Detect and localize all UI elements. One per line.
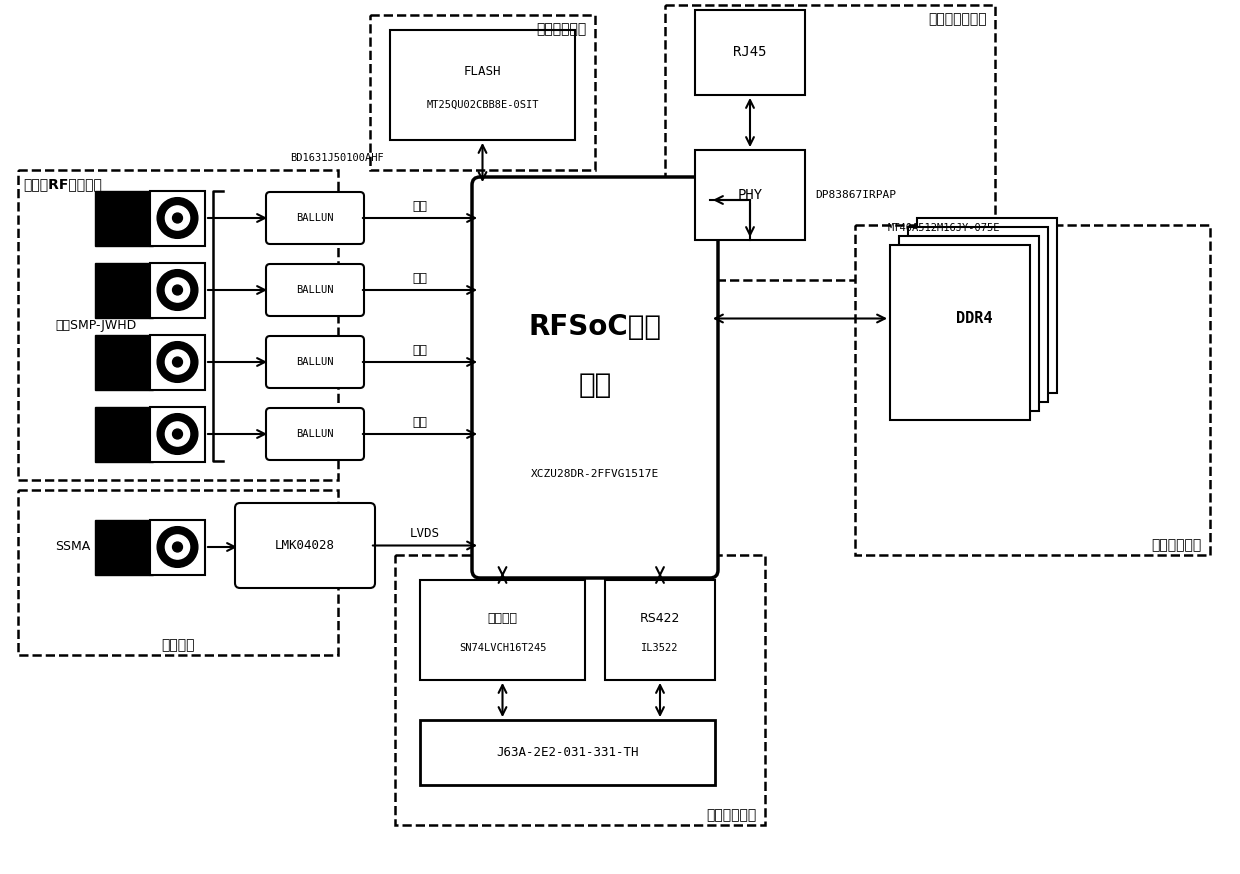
- FancyBboxPatch shape: [267, 264, 365, 316]
- Circle shape: [165, 278, 190, 302]
- Text: 程序加载单元: 程序加载单元: [537, 22, 587, 36]
- Text: 「射频RF转换单元: 「射频RF转换单元: [24, 177, 102, 191]
- Text: 电平转换: 电平转换: [487, 612, 517, 625]
- Text: LMK04028: LMK04028: [275, 539, 335, 552]
- Text: DDR4: DDR4: [956, 311, 992, 326]
- Text: BALLUN: BALLUN: [296, 213, 334, 223]
- Bar: [150, 335, 205, 390]
- Circle shape: [172, 285, 182, 295]
- Text: BALLUN: BALLUN: [296, 285, 334, 295]
- Bar: [19, 170, 339, 480]
- Text: BD1631J50100AHF: BD1631J50100AHF: [290, 153, 383, 163]
- Bar: [694, 10, 805, 95]
- Text: 时钒单元: 时钒单元: [161, 638, 195, 652]
- Bar: [918, 218, 1056, 393]
- Bar: [391, 30, 575, 140]
- Circle shape: [157, 198, 198, 239]
- Text: BALLUN: BALLUN: [296, 357, 334, 367]
- Text: XCZU28DR-2FFVG1517E: XCZU28DR-2FFVG1517E: [531, 468, 660, 479]
- Text: SN74LVCH16T245: SN74LVCH16T245: [459, 643, 547, 653]
- Circle shape: [157, 413, 198, 454]
- FancyBboxPatch shape: [267, 336, 365, 388]
- Bar: [19, 490, 339, 655]
- Bar: [95, 407, 153, 462]
- Bar: [665, 5, 994, 280]
- Text: J63A-2E2-031-331-TH: J63A-2E2-031-331-TH: [496, 746, 639, 759]
- Circle shape: [172, 357, 182, 367]
- FancyBboxPatch shape: [267, 192, 365, 244]
- FancyBboxPatch shape: [472, 177, 718, 578]
- Text: LVDS: LVDS: [410, 527, 440, 540]
- Bar: [150, 191, 205, 246]
- Text: BALLUN: BALLUN: [296, 429, 334, 439]
- Text: RJ45: RJ45: [733, 45, 766, 59]
- Text: 差分: 差分: [413, 199, 428, 212]
- Bar: [95, 335, 153, 390]
- Bar: [605, 580, 715, 680]
- Bar: [908, 227, 1048, 402]
- Bar: [856, 225, 1210, 555]
- Circle shape: [172, 542, 182, 552]
- Bar: [150, 407, 205, 462]
- Circle shape: [172, 213, 182, 223]
- Bar: [150, 520, 205, 575]
- Bar: [694, 150, 805, 240]
- Circle shape: [157, 527, 198, 567]
- Text: 内部缓存单元: 内部缓存单元: [1152, 538, 1202, 552]
- Text: 以太网接口单元: 以太网接口单元: [929, 12, 987, 26]
- Bar: [396, 555, 765, 825]
- Text: MT25QU02CBB8E-0SIT: MT25QU02CBB8E-0SIT: [427, 100, 538, 110]
- Text: 差分: 差分: [413, 415, 428, 428]
- FancyBboxPatch shape: [267, 408, 365, 460]
- Bar: [95, 191, 153, 246]
- Text: 差分: 差分: [413, 343, 428, 357]
- Bar: [420, 580, 585, 680]
- Circle shape: [165, 350, 190, 374]
- Circle shape: [165, 535, 190, 559]
- FancyBboxPatch shape: [236, 503, 374, 588]
- Text: SSMA: SSMA: [55, 540, 91, 553]
- Bar: [370, 15, 595, 170]
- Circle shape: [165, 206, 190, 230]
- Text: 差分: 差分: [413, 272, 428, 285]
- Text: IL3522: IL3522: [641, 643, 678, 653]
- Text: DP83867IRPAP: DP83867IRPAP: [815, 190, 897, 200]
- Text: RFSoC芯片: RFSoC芯片: [528, 314, 661, 342]
- Bar: [899, 236, 1039, 411]
- Circle shape: [165, 422, 190, 446]
- Text: 波控接口单元: 波控接口单元: [707, 808, 756, 822]
- Bar: [420, 720, 715, 785]
- Text: PHY: PHY: [738, 188, 763, 202]
- Text: FLASH: FLASH: [464, 66, 501, 79]
- Bar: [95, 263, 153, 318]
- Text: MT40A512M16JY-075E: MT40A512M16JY-075E: [888, 223, 1001, 233]
- Text: RS422: RS422: [640, 612, 681, 625]
- Bar: [890, 245, 1030, 420]
- Text: 四个SMP-JWHD: 四个SMP-JWHD: [55, 320, 136, 332]
- Circle shape: [157, 270, 198, 310]
- Text: 单元: 单元: [578, 371, 611, 399]
- Bar: [150, 263, 205, 318]
- Circle shape: [172, 429, 182, 439]
- Circle shape: [157, 342, 198, 382]
- Bar: [95, 520, 153, 575]
